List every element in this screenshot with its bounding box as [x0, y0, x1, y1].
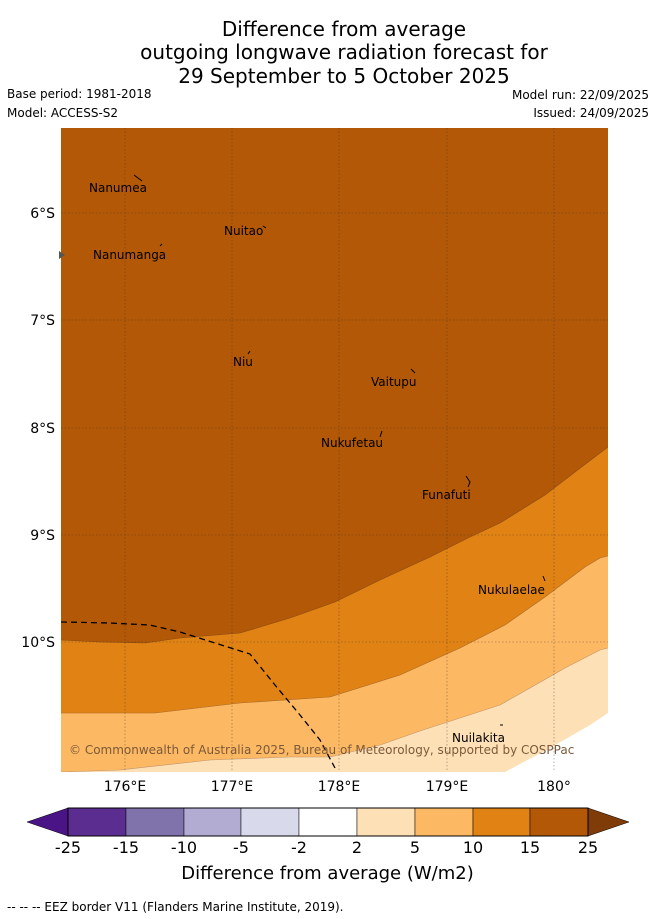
colorbar-arrow-low [26, 807, 69, 837]
model-run: Model run: 22/09/2025 [511, 88, 649, 102]
colorbar-swatch [298, 807, 358, 837]
colorbar-label: -2 [291, 838, 307, 857]
contour-line [61, 647, 608, 772]
eez-legend: -- -- -- EEZ border V11 (Flanders Marine… [7, 900, 344, 914]
colorbar-swatch [356, 807, 416, 837]
graticule [61, 128, 608, 772]
colorbar-label: -5 [233, 838, 249, 857]
colorbar-swatch [125, 807, 185, 837]
colorbar-label: 15 [519, 838, 541, 857]
place-label-nukulaelae: Nukulaelae [478, 583, 545, 597]
lat-label: 7°S [30, 313, 55, 329]
model-name: Model: ACCESS-S2 [7, 106, 119, 120]
contour-layer: Nanumea Nuitao Nanumanga Niu Vaitupu Nuk… [61, 128, 608, 772]
colorbar-label: -15 [112, 838, 140, 857]
map-edge-marker [59, 251, 65, 259]
lon-label: 176°E [104, 779, 147, 795]
colorbar-label: 2 [351, 838, 363, 857]
title-line-3: 29 September to 5 October 2025 [178, 64, 510, 88]
island-nanumea [133, 174, 143, 182]
lat-label: 6°S [30, 206, 55, 222]
base-period: Base period: 1981-2018 [7, 87, 152, 101]
copyright-text: © Commonwealth of Australia 2025, Bureau… [69, 743, 574, 757]
place-label-vaitupu: Vaitupu [371, 375, 417, 389]
place-label-nuitao: Nuitao [224, 224, 263, 238]
island-funafuti [465, 475, 471, 488]
island-vaitupu [410, 368, 416, 374]
contour-band-2-5 [61, 648, 608, 772]
colorbar-label: -25 [54, 838, 82, 857]
colorbar-label: 25 [577, 838, 599, 857]
place-label-nanumea: Nanumea [89, 181, 147, 195]
colorbar-swatch [240, 807, 300, 837]
contour-line [61, 446, 608, 644]
colorbar-swatch [183, 807, 242, 837]
colorbar-swatch [529, 807, 589, 837]
lon-label: 179°E [426, 779, 469, 795]
contour-line [61, 555, 608, 714]
contour-band-neutral [505, 713, 608, 772]
place-label-niu: Niu [233, 355, 253, 369]
colorbar-label: 10 [462, 838, 484, 857]
islands [133, 174, 546, 726]
colorbar-swatch [67, 807, 127, 837]
island-nanumanga [159, 243, 163, 247]
colorbar-swatch [472, 807, 531, 837]
island-niu [247, 350, 251, 355]
colorbar-label: 5 [409, 838, 421, 857]
lat-label: 10°S [21, 635, 55, 651]
forecast-map: Nanumea Nuitao Nanumanga Niu Vaitupu Nuk… [21, 128, 608, 795]
colorbar [26, 807, 630, 837]
lat-label: 9°S [30, 528, 55, 544]
colorbar-title: Difference from average (W/m2) [181, 863, 474, 884]
lon-label: 180° [537, 779, 571, 795]
title-line-1: Difference from average [221, 17, 467, 41]
colorbar-arrow-high [587, 807, 630, 837]
place-label-nuilakita: Nuilakita [452, 731, 505, 745]
place-label-funafuti: Funafuti [422, 488, 471, 502]
title-line-2: outgoing longwave radiation forecast for [140, 40, 548, 64]
island-nukufetau [379, 430, 383, 438]
lon-label: 177°E [211, 779, 254, 795]
issued-date: Issued: 24/09/2025 [533, 106, 649, 120]
place-label-nanumanga: Nanumanga [93, 248, 166, 262]
eez-border [61, 621, 336, 769]
island-nuitao [262, 225, 267, 229]
colorbar-label: -10 [170, 838, 198, 857]
place-label-nukufetau: Nukufetau [321, 436, 383, 450]
colorbar-swatch [414, 807, 474, 837]
lat-label: 8°S [30, 421, 55, 437]
lon-label: 178°E [318, 779, 361, 795]
island-nukulaelae [542, 575, 546, 582]
